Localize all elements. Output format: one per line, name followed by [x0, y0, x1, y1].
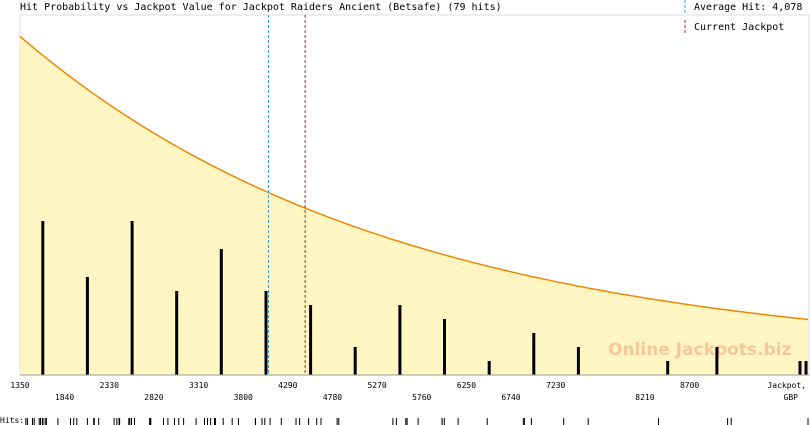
x-tick-label: 1840: [55, 393, 74, 402]
x-axis-label: Jackpot,: [767, 381, 806, 390]
x-axis-unit: GBP: [784, 393, 799, 402]
hit-bar: [264, 291, 268, 375]
x-tick-label: 8700: [680, 381, 699, 390]
x-tick-label: 2820: [144, 393, 163, 402]
hit-bar: [532, 333, 536, 375]
hit-bar: [130, 221, 134, 375]
hit-bar: [398, 305, 402, 375]
legend-current-label: Current Jackpot: [694, 22, 784, 33]
x-tick-label: 8210: [635, 393, 654, 402]
x-tick-label: 3310: [189, 381, 208, 390]
hit-bar: [309, 305, 313, 375]
hit-bar: [85, 277, 89, 375]
hits-label: Hits:: [0, 416, 24, 425]
hit-bar: [41, 221, 45, 375]
hit-bar: [443, 319, 446, 375]
hit-bar: [715, 347, 719, 375]
hit-bar: [576, 347, 580, 375]
x-tick-label: 6740: [501, 393, 520, 402]
hit-bar: [804, 361, 808, 375]
x-tick-label: 5270: [367, 381, 386, 390]
x-ticks-upper: 1350 2330 3310 4290 5270 6250 7230 8700: [10, 381, 699, 390]
x-tick-label: 3800: [234, 393, 253, 402]
x-tick-label: 4780: [323, 393, 342, 402]
legend-average-label: Average Hit: 4,078: [694, 2, 802, 13]
x-tick-label: 5760: [412, 393, 431, 402]
x-tick-label: 7230: [546, 381, 565, 390]
watermark: Online Jackpots.biz: [608, 340, 791, 360]
x-tick-label: 2330: [100, 381, 119, 390]
hit-bar: [353, 347, 357, 375]
hit-bar: [798, 361, 802, 375]
hit-bar: [666, 361, 670, 375]
x-tick-label: 1350: [10, 381, 29, 390]
probability-curve: [19, 35, 809, 321]
probability-area: [20, 36, 808, 376]
hit-bar: [175, 291, 179, 375]
hits-rug: [25, 418, 809, 425]
chart-title: Hit Probability vs Jackpot Value for Jac…: [20, 2, 502, 13]
hit-bars: [41, 221, 808, 375]
hit-bar: [219, 249, 223, 375]
hit-bar: [487, 361, 491, 375]
x-tick-label: 4290: [278, 381, 297, 390]
x-tick-label: 6250: [457, 381, 476, 390]
x-ticks-lower: 1840 2820 3800 4780 5760 6740 8210: [55, 393, 655, 402]
